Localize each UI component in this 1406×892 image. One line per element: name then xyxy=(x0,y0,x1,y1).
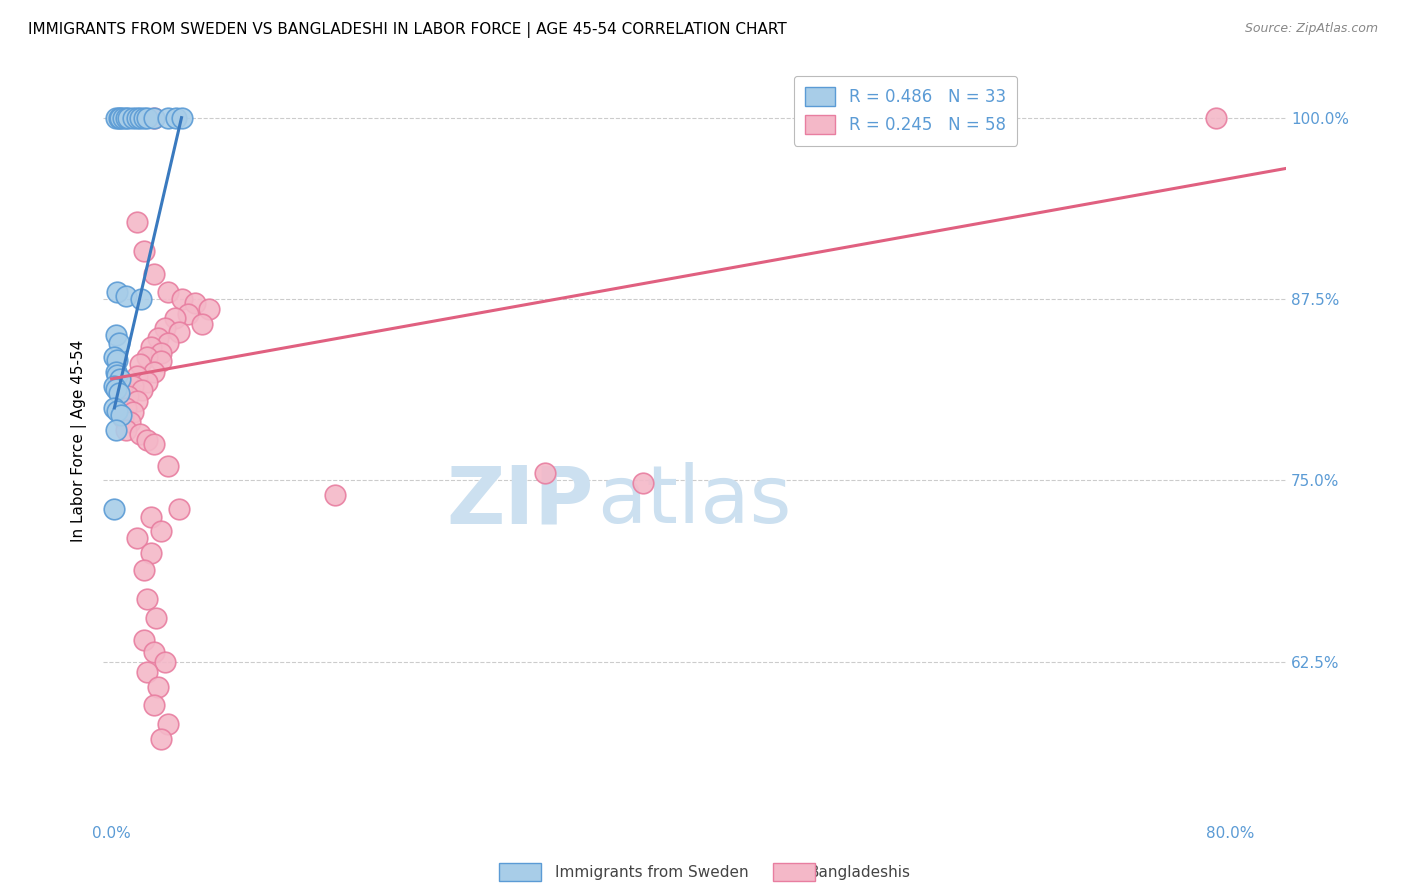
Point xyxy=(121,379,143,393)
Point xyxy=(170,292,193,306)
Point xyxy=(167,502,190,516)
Point xyxy=(170,111,193,125)
Point xyxy=(163,310,186,325)
Text: atlas: atlas xyxy=(598,462,792,541)
Point xyxy=(156,285,179,299)
Point xyxy=(156,458,179,473)
Point xyxy=(121,111,143,125)
Point xyxy=(105,353,128,368)
Y-axis label: In Labor Force | Age 45-54: In Labor Force | Age 45-54 xyxy=(72,339,87,541)
Point xyxy=(105,285,128,299)
Point xyxy=(139,546,162,560)
Point xyxy=(104,111,127,125)
Legend: R = 0.486   N = 33, R = 0.245   N = 58: R = 0.486 N = 33, R = 0.245 N = 58 xyxy=(793,76,1018,145)
Text: Immigrants from Sweden: Immigrants from Sweden xyxy=(555,865,749,880)
Point xyxy=(128,111,150,125)
Point xyxy=(103,502,125,516)
Point xyxy=(149,345,172,359)
Text: Bangladeshis: Bangladeshis xyxy=(808,865,911,880)
Point xyxy=(184,296,207,310)
Point xyxy=(142,111,165,125)
Point xyxy=(191,317,214,331)
Point xyxy=(107,386,129,401)
Point xyxy=(165,111,187,125)
Point xyxy=(108,111,131,125)
Point xyxy=(149,354,172,368)
Point xyxy=(104,382,127,396)
Point xyxy=(104,423,127,437)
Point xyxy=(132,563,155,577)
Point xyxy=(114,423,136,437)
Text: Source: ZipAtlas.com: Source: ZipAtlas.com xyxy=(1244,22,1378,36)
Point xyxy=(323,488,346,502)
Point xyxy=(135,350,157,364)
Point xyxy=(103,379,125,393)
Point xyxy=(177,307,200,321)
Point xyxy=(142,111,165,125)
Point xyxy=(132,244,155,259)
Point xyxy=(142,268,165,282)
Point xyxy=(149,524,172,539)
Point xyxy=(132,111,155,125)
Point xyxy=(114,111,136,125)
Point xyxy=(114,289,136,303)
Point xyxy=(103,350,125,364)
Point xyxy=(128,357,150,371)
Point xyxy=(142,645,165,659)
Point xyxy=(142,365,165,379)
Point xyxy=(1205,111,1227,125)
Point xyxy=(631,476,654,491)
Point xyxy=(125,215,148,229)
Point xyxy=(135,433,157,447)
Point xyxy=(125,393,148,408)
Point xyxy=(132,633,155,648)
Point xyxy=(117,389,139,403)
Point xyxy=(121,405,143,419)
Point xyxy=(125,111,148,125)
Point xyxy=(108,372,131,386)
Point xyxy=(105,404,128,418)
Point xyxy=(118,416,141,430)
Point xyxy=(125,368,148,383)
Point xyxy=(135,375,157,389)
Point xyxy=(107,111,129,125)
Point xyxy=(146,680,169,694)
Point xyxy=(103,401,125,415)
Point xyxy=(149,731,172,746)
Point xyxy=(107,335,129,350)
Point xyxy=(128,427,150,442)
Point xyxy=(146,331,169,345)
Point xyxy=(534,466,557,480)
Point xyxy=(145,611,167,625)
Point xyxy=(167,326,190,340)
Point xyxy=(129,292,152,306)
Point xyxy=(156,717,179,731)
Point xyxy=(156,335,179,350)
Point xyxy=(153,321,176,335)
Point xyxy=(104,328,127,343)
Point xyxy=(198,302,221,317)
Point xyxy=(135,592,157,607)
Point xyxy=(139,509,162,524)
Point xyxy=(111,411,134,425)
Point xyxy=(114,401,136,415)
Point xyxy=(131,384,153,398)
Point xyxy=(142,698,165,713)
Point xyxy=(135,111,157,125)
Point xyxy=(139,340,162,354)
Point xyxy=(110,408,132,422)
Point xyxy=(142,437,165,451)
Point xyxy=(153,655,176,669)
Point xyxy=(111,111,134,125)
Text: ZIP: ZIP xyxy=(447,462,595,541)
Point xyxy=(117,111,139,125)
Point xyxy=(135,665,157,679)
Point xyxy=(125,532,148,546)
Point xyxy=(105,368,128,382)
Point xyxy=(156,111,179,125)
Point xyxy=(104,365,127,379)
Text: IMMIGRANTS FROM SWEDEN VS BANGLADESHI IN LABOR FORCE | AGE 45-54 CORRELATION CHA: IMMIGRANTS FROM SWEDEN VS BANGLADESHI IN… xyxy=(28,22,787,38)
